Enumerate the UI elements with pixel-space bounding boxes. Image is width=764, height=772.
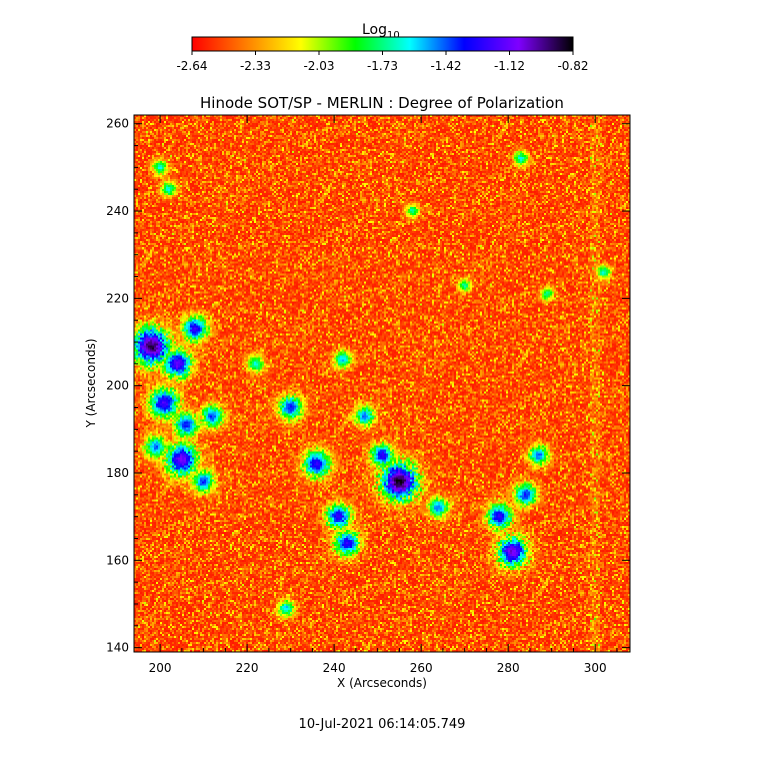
colorbar-tick-label: -1.73 xyxy=(367,59,398,73)
colorbar-gradient xyxy=(191,36,574,52)
colorbar-tick-label: -1.12 xyxy=(494,59,525,73)
heatmap-image-container xyxy=(134,115,630,652)
x-axis: 200 220 240 260 280 300 xyxy=(149,115,618,675)
y-tick-label: 160 xyxy=(106,553,129,567)
x-tick-label: 260 xyxy=(410,661,433,675)
colorbar-label: Log10 xyxy=(362,22,400,41)
y-tick-label: 220 xyxy=(106,291,129,305)
colorbar-tick-label: -1.42 xyxy=(430,59,461,73)
colorbar-tick-label: -2.64 xyxy=(176,59,207,73)
heatmap-image xyxy=(134,115,630,652)
footer-timestamp: 10-Jul-2021 06:14:05.749 xyxy=(299,717,466,732)
x-tick-label: 200 xyxy=(149,661,172,675)
colorbar-tick-label: -2.03 xyxy=(303,59,334,73)
colorbar-tick-label: -0.82 xyxy=(557,59,588,73)
colorbar: Log10 -2.64 -2.33 -2.03 -1.73 -1.42 -1.12 -0.8… xyxy=(176,22,588,73)
y-tick-label: 180 xyxy=(106,466,129,480)
y-tick-label: 240 xyxy=(106,204,129,218)
y-tick-label: 140 xyxy=(106,641,129,655)
x-tick-label: 300 xyxy=(584,661,607,675)
y-tick-label: 260 xyxy=(106,117,129,131)
x-tick-label: 220 xyxy=(236,661,259,675)
plot-frame xyxy=(133,114,631,653)
y-axis: 140 160 180 200 220 240 260 xyxy=(106,117,630,655)
y-tick-label: 200 xyxy=(106,379,129,393)
x-tick-label: 240 xyxy=(323,661,346,675)
y-axis-label: Y (Arcseconds) xyxy=(84,338,98,428)
x-axis-label: X (Arcseconds) xyxy=(337,676,427,690)
chart-title: Hinode SOT/SP - MERLIN : Degree of Polar… xyxy=(200,94,564,112)
colorbar-tick-label: -2.33 xyxy=(240,59,271,73)
colorbar-ticks: -2.64 -2.33 -2.03 -1.73 -1.42 -1.12 -0.82 xyxy=(176,51,589,73)
x-tick-label: 280 xyxy=(497,661,520,675)
